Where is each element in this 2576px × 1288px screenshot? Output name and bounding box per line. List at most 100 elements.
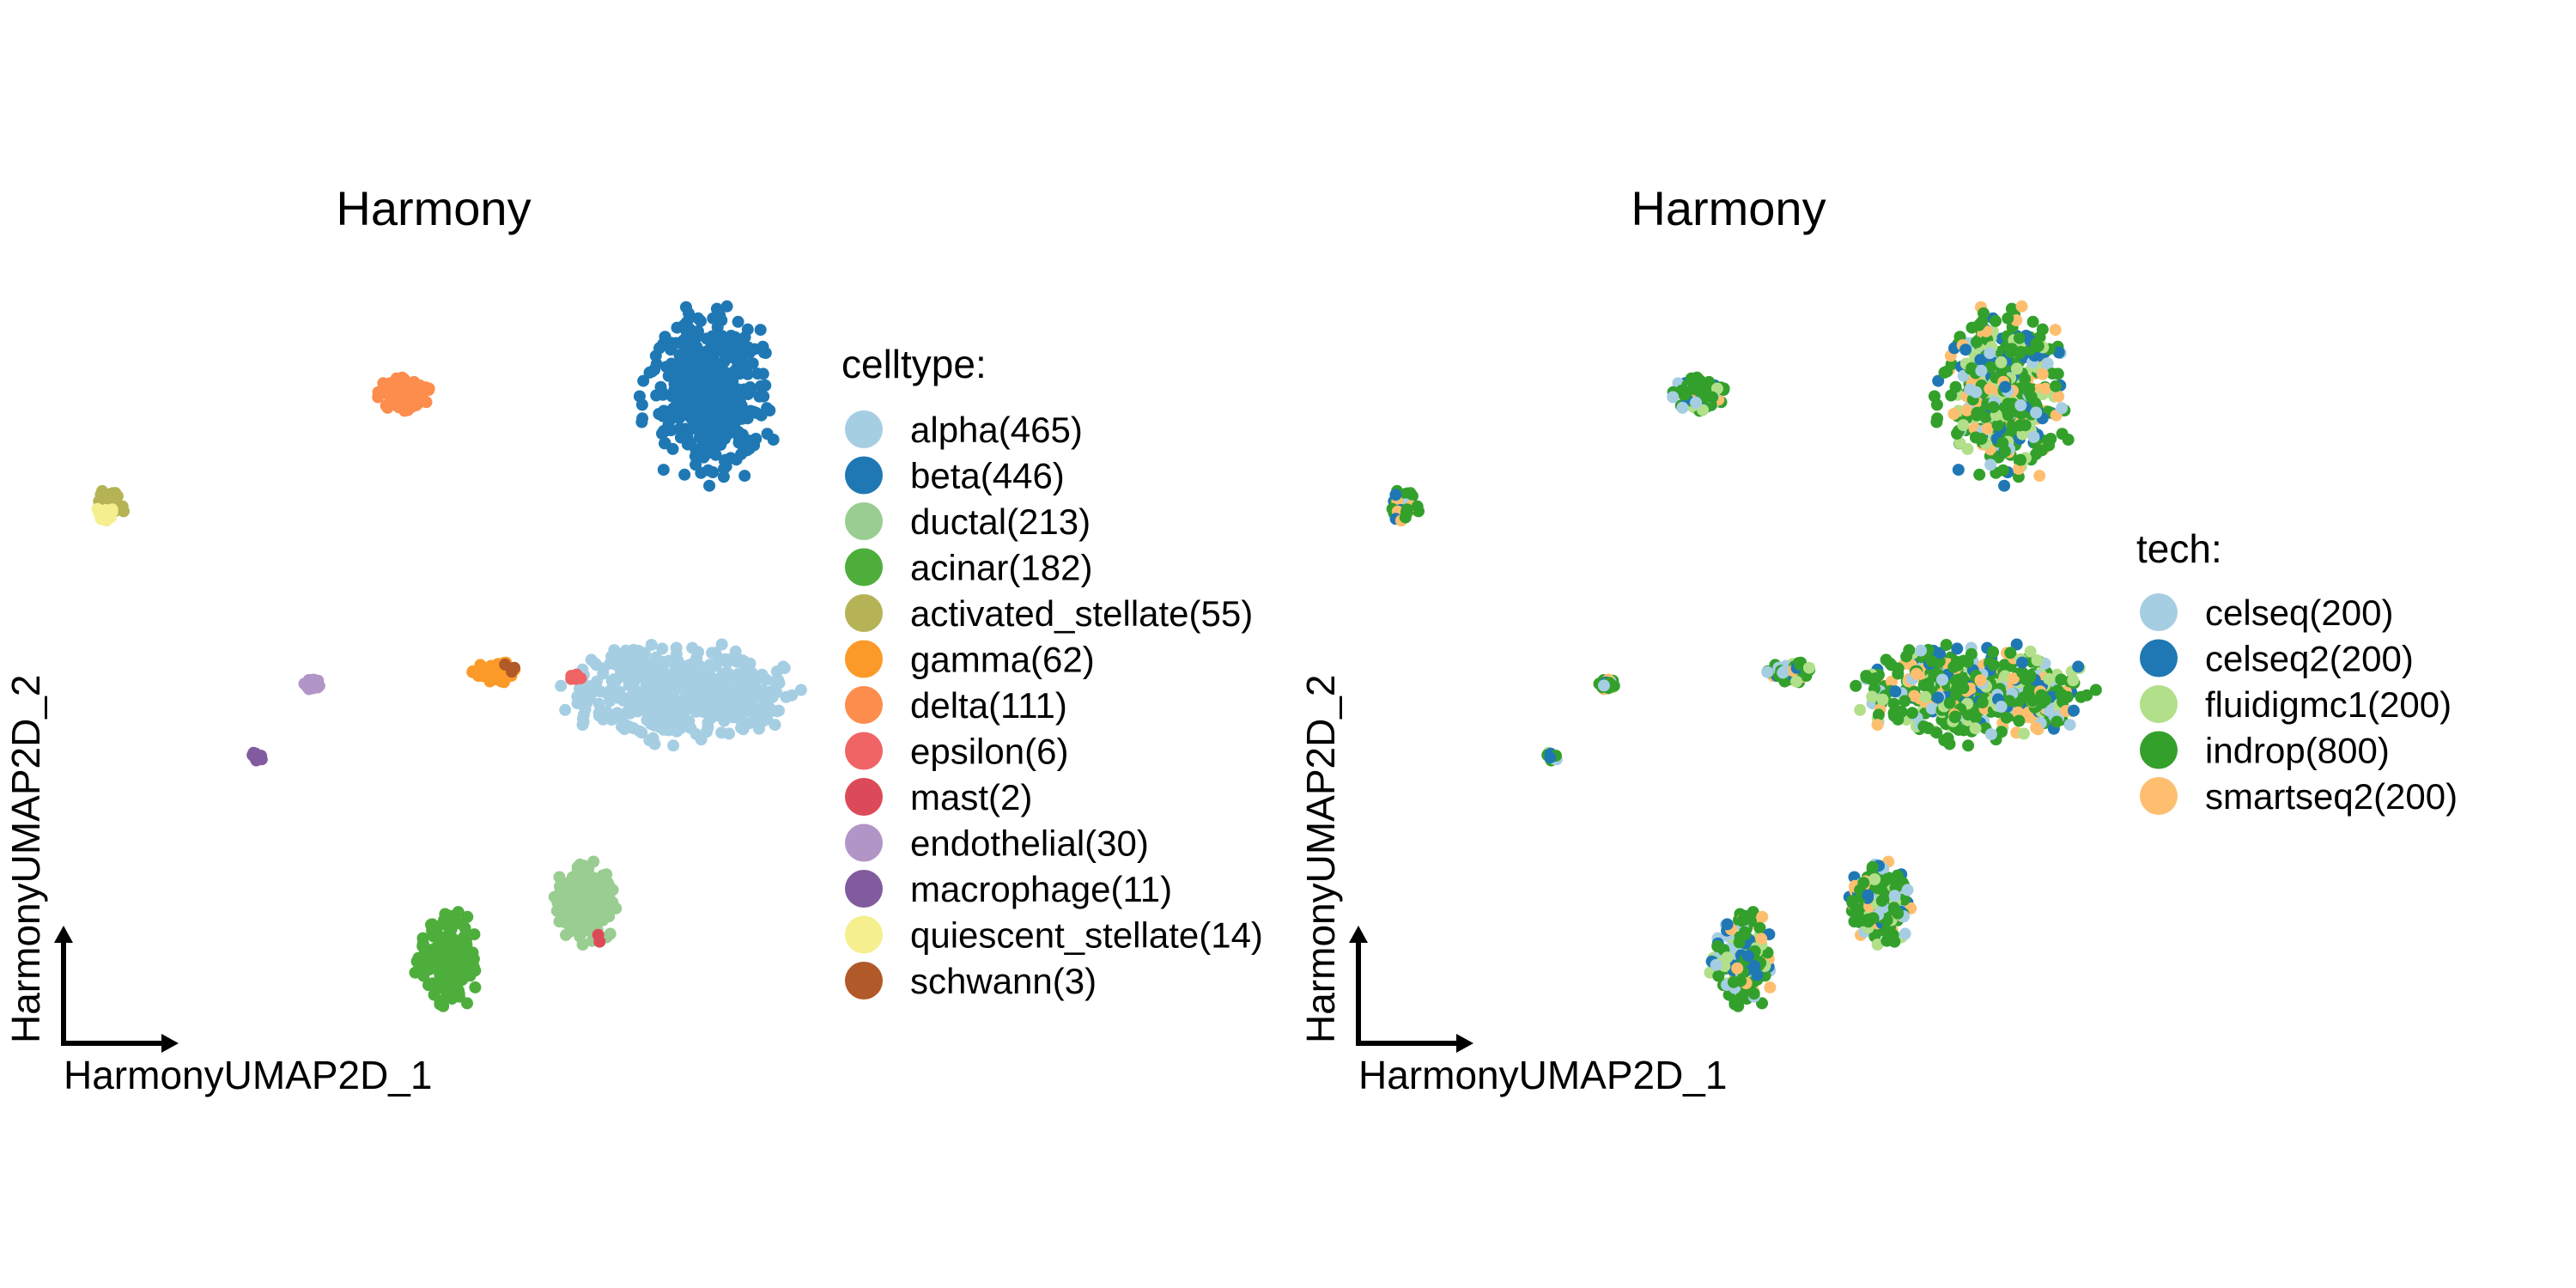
point [1984, 459, 1997, 471]
point [577, 708, 590, 721]
point [459, 921, 471, 934]
point [709, 647, 722, 659]
point [2043, 672, 2056, 685]
point [732, 431, 745, 443]
point [1961, 655, 1974, 668]
point [604, 927, 617, 940]
point [2033, 470, 2046, 483]
point [565, 671, 578, 683]
point [1667, 391, 1680, 404]
point [738, 470, 751, 483]
legend-item: activated_stellate(55) [845, 593, 1253, 634]
point [2014, 399, 2027, 411]
legend-item: ductal(213) [845, 501, 1091, 542]
tech-legend: tech: celseq(200) celseq2(200) fluidigmc1(… [2136, 526, 2458, 817]
y-axis-arrowhead [1349, 926, 1368, 943]
point [1951, 682, 1963, 695]
point [767, 434, 780, 446]
point [2014, 419, 2026, 432]
legend-item: celseq(200) [2140, 592, 2393, 633]
point [2056, 402, 2069, 415]
point [605, 650, 618, 663]
point [1597, 679, 1610, 692]
point [728, 671, 741, 683]
point [111, 489, 124, 502]
point [1906, 707, 1918, 720]
legend-label: indrop(800) [2205, 731, 2390, 771]
legend-label: celseq(200) [2205, 592, 2393, 633]
point [724, 373, 737, 386]
point [1694, 379, 1707, 392]
point [2089, 683, 2102, 696]
point [645, 639, 658, 651]
point [732, 315, 744, 328]
legend-key [2140, 731, 2178, 769]
celltype-legend: celltype: alpha(465) beta(446) ductal(213)… [841, 342, 1263, 1001]
point [1974, 354, 1987, 366]
point [2046, 368, 2059, 380]
point [611, 707, 623, 720]
point [1952, 464, 1965, 477]
point [633, 390, 646, 403]
point [1974, 674, 1987, 687]
point [1866, 860, 1879, 873]
point [2023, 671, 2036, 683]
legend-label: quiescent_stellate(14) [910, 915, 1263, 956]
point [1936, 673, 1948, 686]
point [2036, 323, 2049, 336]
point [654, 710, 667, 723]
point [1998, 479, 2011, 492]
legend-key [845, 915, 883, 954]
legend-label: fluidigmc1(200) [2205, 684, 2451, 725]
point [692, 401, 705, 414]
point [1710, 958, 1722, 971]
point [571, 690, 584, 703]
point [1925, 702, 1938, 715]
point [1962, 739, 1975, 752]
point [1971, 336, 1983, 349]
legend-label: celseq2(200) [2205, 639, 2414, 679]
point [1970, 386, 1983, 398]
legend-key [845, 870, 883, 908]
legend-item: celseq2(200) [2140, 639, 2414, 679]
point [1862, 913, 1874, 926]
point [700, 701, 713, 713]
legend-item: epsilon(6) [845, 732, 1068, 772]
point [302, 679, 315, 692]
point [1908, 690, 1921, 702]
point [1400, 506, 1413, 519]
point [1940, 639, 1953, 651]
point [2052, 346, 2065, 359]
legend-item: gamma(62) [845, 640, 1095, 680]
legend-item: acinar(182) [845, 548, 1092, 588]
point [2036, 368, 2049, 380]
legend-item: indrop(800) [2140, 731, 2390, 771]
point [655, 655, 668, 668]
point [718, 331, 731, 344]
point [562, 877, 575, 890]
point [1932, 374, 1945, 387]
point [1871, 939, 1884, 951]
point [2025, 390, 2038, 403]
point [399, 379, 412, 392]
point [710, 302, 723, 315]
point [666, 655, 679, 668]
point [1892, 662, 1905, 675]
point [453, 987, 465, 1000]
legend-item: quiescent_stellate(14) [845, 915, 1263, 956]
point [2006, 343, 2019, 355]
point [580, 895, 593, 908]
point [555, 902, 568, 915]
point [751, 368, 764, 380]
point [2014, 453, 2026, 466]
point [1900, 650, 1913, 663]
point [1981, 422, 1994, 435]
point [2016, 656, 2028, 669]
point [1969, 431, 1982, 444]
legend-label: alpha(465) [910, 410, 1083, 450]
point [650, 389, 663, 402]
point [741, 696, 754, 709]
point [1976, 696, 1989, 708]
point [571, 860, 584, 873]
point [2010, 362, 2023, 375]
